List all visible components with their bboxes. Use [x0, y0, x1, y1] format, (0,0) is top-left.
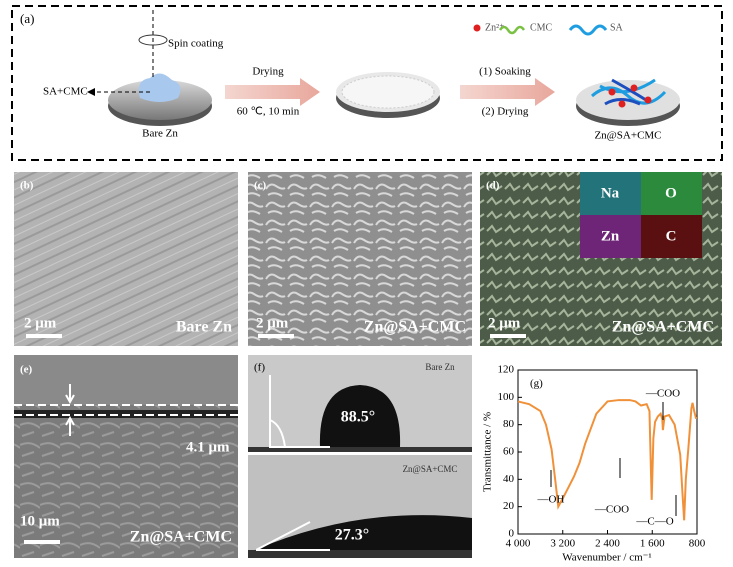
annotation: —OH	[537, 494, 565, 506]
scheme-text: Bare Zn	[142, 128, 178, 140]
arrow	[65, 384, 75, 436]
panel-label: (d)	[486, 180, 500, 192]
eds-map	[641, 172, 702, 215]
scale-label: 2 μm	[256, 315, 289, 331]
sample-name: Zn@SA+CMC	[612, 319, 714, 336]
scheme-frame	[11, 5, 723, 161]
contact-image	[248, 550, 472, 558]
angle-guide	[269, 375, 330, 448]
droplet	[255, 515, 472, 550]
scheme-text: (1) Soaking	[479, 66, 531, 78]
scale-label: 2 μm	[488, 315, 521, 331]
y-axis-label: Transmittance / %	[482, 412, 494, 492]
scheme-text: Drying	[252, 66, 284, 78]
contact-image	[248, 447, 472, 452]
panel-label: (f)	[254, 362, 265, 374]
scheme-text: (2) Drying	[482, 106, 529, 118]
droplet	[319, 385, 401, 447]
y-tick-label: 40	[503, 473, 515, 485]
ftir-chart: (g) Wavenumber / cm⁻¹ Transmittance / %	[482, 378, 652, 564]
panel-label: (c)	[254, 180, 267, 192]
x-axis-label: Wavenumber / cm⁻¹	[562, 552, 651, 564]
element-label: Na	[601, 185, 620, 201]
eds-map	[580, 215, 641, 258]
x-tick-label: 1 600	[640, 538, 665, 550]
panel-label: (b)	[20, 180, 34, 192]
sem-image	[14, 172, 238, 346]
scheme-art	[87, 10, 680, 126]
y-tick-label: 0	[509, 528, 515, 540]
panel-label: (a)	[20, 11, 34, 26]
annotation: —C—O	[635, 516, 673, 528]
y-tick-label: 120	[498, 364, 515, 376]
sem-image	[248, 172, 472, 346]
y-tick-label: 20	[503, 500, 515, 512]
scale-bar	[24, 540, 60, 544]
thickness-label: 4.1 μm	[186, 439, 230, 455]
legend-label: SA	[610, 22, 624, 33]
scheme-text: Spin coating	[168, 38, 224, 50]
panel-label: (e)	[20, 364, 33, 376]
panel-label: (g)	[530, 378, 543, 390]
sem-image	[14, 355, 238, 405]
x-tick-label: 800	[689, 538, 706, 550]
x-tick-label: 2 400	[595, 538, 620, 550]
scheme-text: 60 ℃, 10 min	[237, 106, 300, 118]
legend-label: Zn²⁺	[485, 22, 504, 33]
y-tick-label: 100	[498, 391, 515, 403]
eds-map	[580, 172, 641, 215]
angle-label: 88.5°	[341, 409, 375, 426]
angle-guide	[255, 521, 330, 551]
element-label: C	[666, 228, 677, 244]
scale-label: 10 μm	[20, 513, 60, 529]
element-label: O	[665, 185, 677, 201]
sample-name: Bare Zn	[176, 319, 232, 336]
sample-name: Zn@SA+CMC	[130, 529, 232, 546]
sample-name: Zn@SA+CMC	[364, 319, 466, 336]
scale-bar	[26, 334, 62, 338]
element-label: Zn	[601, 228, 620, 244]
sample-name: Bare Zn	[425, 362, 455, 372]
annotation: —COO	[594, 504, 629, 516]
sample-name: Zn@SA+CMC	[403, 464, 458, 474]
angle-label: 27.3°	[335, 527, 369, 544]
scheme-text: SA+CMC	[43, 86, 88, 98]
y-tick-label: 60	[503, 446, 515, 458]
y-tick-label: 80	[503, 418, 515, 430]
x-tick-label: 4 000	[506, 538, 531, 550]
annotation: —COO	[645, 388, 680, 400]
series-line	[517, 399, 697, 521]
scale-label: 2 μm	[24, 315, 57, 331]
scheme-text: Zn@SA+CMC	[594, 130, 661, 142]
x-tick-label: 3 200	[550, 538, 575, 550]
legend-label: CMC	[530, 22, 553, 33]
scale-bar	[258, 334, 294, 338]
scale-bar	[490, 334, 526, 338]
eds-map	[641, 215, 702, 258]
